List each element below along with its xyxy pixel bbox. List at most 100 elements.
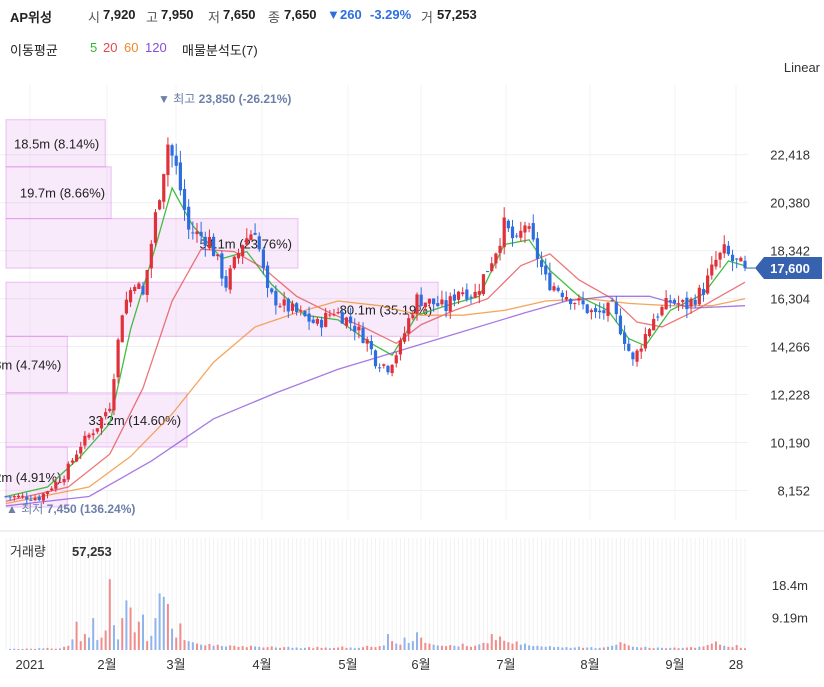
- volume-bar: [652, 648, 655, 650]
- volume-bar: [146, 641, 149, 650]
- candle-body: [477, 291, 481, 295]
- volume-bar: [557, 646, 560, 650]
- candle-body: [58, 481, 62, 483]
- candle-body: [523, 225, 527, 233]
- volume-bar: [245, 647, 248, 650]
- volume-bar: [225, 646, 228, 650]
- volume-bar: [386, 634, 389, 650]
- low-value: 7,650: [223, 7, 256, 22]
- candle-body: [290, 303, 295, 311]
- volume-bar: [403, 637, 406, 650]
- volume-bar: [266, 647, 269, 650]
- volume-bar: [67, 645, 70, 650]
- candle-body: [485, 271, 490, 273]
- volume-bar: [92, 618, 95, 650]
- candle-body: [54, 481, 58, 489]
- volume-bar: [669, 647, 672, 650]
- candle-body: [730, 254, 735, 262]
- candle-body: [87, 434, 91, 438]
- candle-body: [689, 298, 693, 307]
- volume-bar: [295, 647, 298, 650]
- candle-body: [112, 379, 116, 411]
- volume-bar: [345, 647, 348, 650]
- ma-60-label: 60: [124, 40, 139, 55]
- candle-body: [220, 253, 224, 279]
- candle-body: [735, 258, 739, 260]
- candle-body: [149, 243, 153, 269]
- volume-bar: [648, 647, 651, 650]
- candle-body: [465, 289, 469, 300]
- ma-120-line: [5, 295, 746, 507]
- candle-body: [510, 226, 515, 239]
- current-price-tag: [755, 257, 822, 280]
- price-axis: 22,418 20,380 18,342 16,304 14,266 12,228 10,1…: [745, 148, 822, 499]
- volume-bar: [416, 632, 419, 650]
- candle-body: [83, 435, 87, 446]
- date-tick-label: 2월: [97, 657, 116, 672]
- candle-body: [647, 329, 652, 337]
- price-tick-label: 18,342: [770, 244, 810, 259]
- candle-body: [257, 236, 261, 250]
- candle-body: [714, 259, 718, 267]
- candle-body: [606, 302, 610, 316]
- candle-body: [37, 496, 41, 501]
- candle-body: [602, 310, 606, 314]
- volume-bar: [9, 648, 12, 650]
- date-tick-label: 5월: [338, 657, 357, 672]
- candle-body: [539, 260, 544, 268]
- candle-body: [560, 292, 564, 298]
- scale-mode-label[interactable]: Linear: [784, 60, 821, 75]
- candle-body: [627, 343, 631, 351]
- candle-body: [552, 286, 556, 291]
- moving-average-label[interactable]: 이동평균: [10, 43, 58, 58]
- candle-body: [685, 297, 689, 310]
- candle-body: [307, 313, 311, 322]
- candle-body: [535, 238, 540, 259]
- candle-body: [490, 263, 494, 272]
- stock-name: AP위성: [10, 10, 52, 25]
- candle-body: [21, 495, 25, 497]
- volume-bar: [544, 646, 547, 650]
- candle-body: [74, 454, 79, 462]
- candle-body: [614, 302, 618, 315]
- candle-body: [411, 315, 415, 319]
- volume-profile-label[interactable]: 매물분석도(7): [182, 43, 258, 58]
- volume-bar: [112, 625, 115, 650]
- candle-body: [394, 355, 398, 364]
- volume-bar: [129, 607, 132, 650]
- volume-bar: [241, 646, 244, 650]
- change-percent: -3.29%: [370, 7, 412, 22]
- candle-body: [8, 496, 12, 498]
- price-tick-label: 14,266: [770, 340, 810, 355]
- candle-body: [544, 265, 548, 275]
- volume-bar: [142, 614, 145, 650]
- candle-body: [656, 316, 660, 318]
- candle-body: [556, 287, 560, 291]
- date-tick-label: 9월: [665, 657, 684, 672]
- candle-body: [423, 302, 427, 308]
- candle-body: [50, 488, 54, 491]
- volume-bar: [100, 637, 103, 650]
- candle-body: [610, 299, 614, 301]
- volume-bar: [519, 644, 522, 650]
- volume-bar: [308, 647, 311, 650]
- candle-body: [12, 496, 16, 498]
- volume-bar: [690, 647, 693, 650]
- volume-bar: [54, 648, 57, 650]
- candle-body: [419, 294, 423, 306]
- candle-body: [45, 491, 50, 494]
- volume-bar: [249, 645, 252, 650]
- volume-bar: [660, 647, 663, 650]
- volume-bar: [150, 635, 153, 650]
- candle-body: [531, 223, 535, 240]
- candle-body: [469, 296, 473, 298]
- volume-bar: [619, 642, 622, 650]
- volume-bar: [457, 646, 460, 650]
- candle-body: [672, 299, 677, 304]
- candle-body: [589, 310, 593, 313]
- candle-body: [348, 316, 353, 324]
- volume-bar: [407, 642, 410, 650]
- candle-body: [79, 446, 83, 454]
- volume-bar: [411, 641, 414, 650]
